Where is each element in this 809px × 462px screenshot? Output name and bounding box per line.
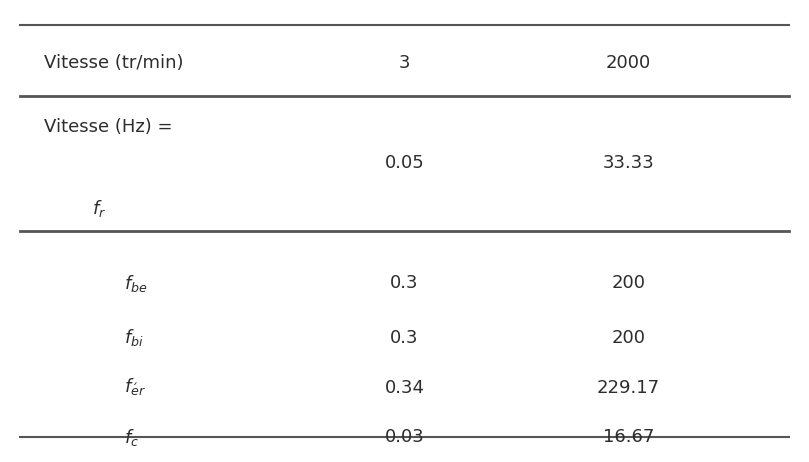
Text: 200: 200 — [612, 328, 646, 346]
Text: 229.17: 229.17 — [597, 378, 660, 396]
Text: $f_{be}$: $f_{be}$ — [125, 273, 148, 294]
Text: 2000: 2000 — [606, 54, 651, 72]
Text: Vitesse (Hz) =: Vitesse (Hz) = — [44, 118, 172, 136]
Text: $f_{bi}$: $f_{bi}$ — [125, 327, 144, 348]
Text: $f_r$: $f_r$ — [92, 198, 107, 219]
Text: 0.3: 0.3 — [390, 274, 419, 292]
Text: 16.67: 16.67 — [603, 428, 654, 446]
Text: 3: 3 — [399, 54, 410, 72]
Text: $f_c$: $f_c$ — [125, 427, 139, 448]
Text: Vitesse (tr/min): Vitesse (tr/min) — [44, 54, 184, 72]
Text: 33.33: 33.33 — [603, 154, 654, 172]
Text: 0.34: 0.34 — [384, 378, 425, 396]
Text: 200: 200 — [612, 274, 646, 292]
Text: $f_{\'er}$: $f_{\'er}$ — [125, 377, 146, 398]
Text: 0.03: 0.03 — [384, 428, 425, 446]
Text: 0.05: 0.05 — [384, 154, 425, 172]
Text: 0.3: 0.3 — [390, 328, 419, 346]
